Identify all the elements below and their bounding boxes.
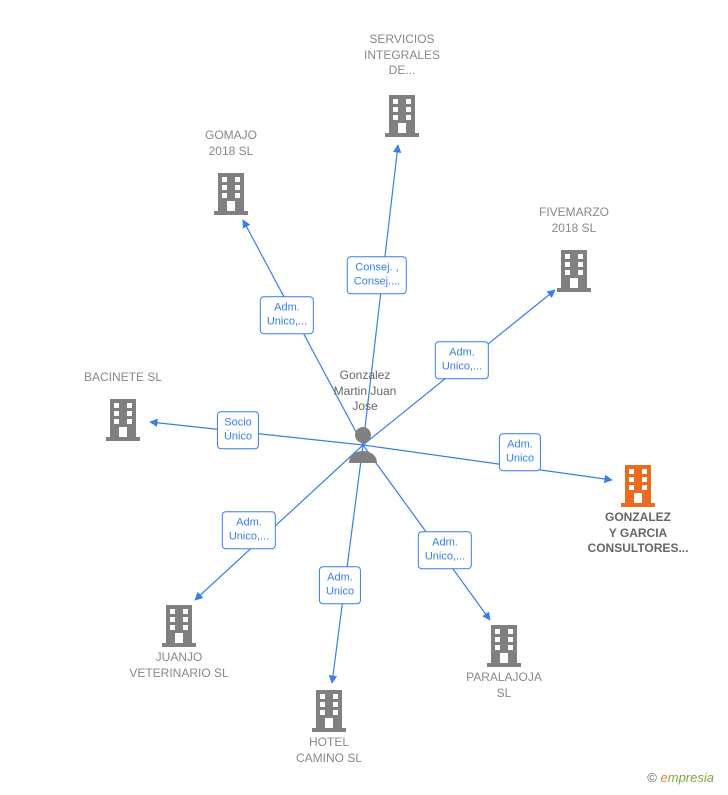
node-label[interactable]: GOMAJO 2018 SL (205, 128, 257, 159)
node-label[interactable]: HOTEL CAMINO SL (296, 735, 362, 766)
node-label[interactable]: SERVICIOS INTEGRALES DE... (364, 32, 440, 79)
building-icon[interactable] (557, 250, 591, 292)
center-node-label: Gonzalez Martin Juan Jose (334, 368, 397, 415)
edge-label: Adm. Unico (319, 566, 361, 604)
footer-credit: © empresia (647, 770, 714, 785)
building-icon[interactable] (385, 95, 419, 137)
edge-label: Adm. Unico (499, 433, 541, 471)
edge-label: Adm. Unico,... (418, 531, 472, 569)
edge-label: Adm. Unico,... (260, 296, 314, 334)
edge-line (363, 445, 612, 480)
edge-label: Consej. , Consej.... (347, 256, 407, 294)
node-label[interactable]: GONZALEZ Y GARCIA CONSULTORES... (588, 510, 689, 557)
building-icon[interactable] (487, 625, 521, 667)
building-icon[interactable] (312, 690, 346, 732)
node-label[interactable]: PARALAJOJA SL (466, 670, 542, 701)
copyright-symbol: © (647, 770, 657, 785)
building-icon[interactable] (162, 605, 196, 647)
brand-accent: e (661, 770, 668, 785)
edge-line (332, 445, 363, 683)
node-label[interactable]: JUANJO VETERINARIO SL (129, 650, 228, 681)
edge-label: Adm. Unico,... (435, 341, 489, 379)
brand-name: mpresia (668, 770, 714, 785)
node-label[interactable]: BACINETE SL (84, 370, 162, 386)
node-label[interactable]: FIVEMARZO 2018 SL (539, 205, 609, 236)
building-icon[interactable] (214, 173, 248, 215)
edge-label: Socio Único (217, 411, 259, 449)
building-icon[interactable] (621, 465, 655, 507)
building-icon[interactable] (106, 399, 140, 441)
edge-label: Adm. Unico,... (222, 511, 276, 549)
